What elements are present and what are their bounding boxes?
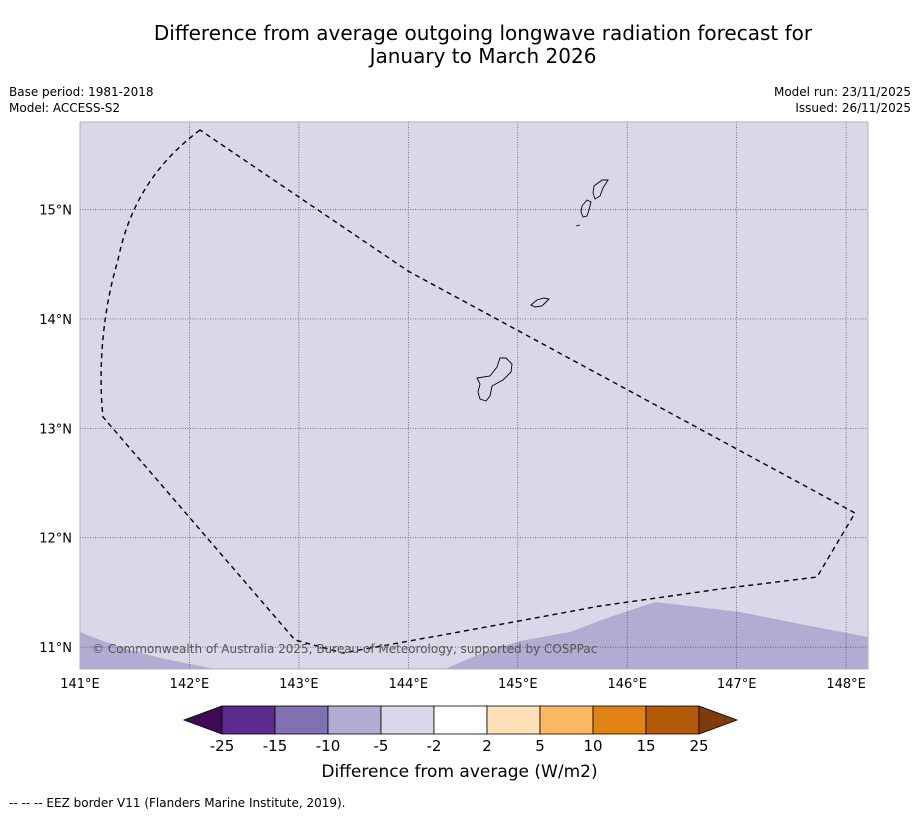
island-aguijan [575,224,581,227]
colorbar-segment [645,705,700,735]
colorbar-extend-high [698,705,739,735]
colorbar-tick-label: -5 [374,737,389,755]
lon-tick-label: 142°E [170,677,210,692]
anomaly-region-lower [80,602,868,669]
model-run: Model run: 23/11/2025 [773,85,911,99]
island-rota [530,297,550,308]
colorbar-label: Difference from average (W/m2) [321,762,598,782]
model-name: Model: ACCESS-S2 [9,101,121,115]
islands [476,179,609,402]
copyright-notice: © Commonwealth of Australia 2025, Bureau… [92,642,597,656]
meta-left: Base period: 1981-2018 Model: ACCESS-S2 [9,84,154,116]
lat-tick-label: 15°N [39,204,72,219]
colorbar-tick-label: 25 [689,737,708,755]
lat-tick-label: 11°N [39,641,72,656]
issued-date: Issued: 26/11/2025 [795,101,911,115]
footnote: -- -- -- EEZ border V11 (Flanders Marine… [9,796,346,810]
island-saipan [592,179,609,200]
lon-tick-label: 141°E [60,677,100,692]
colorbar-tick-label: 2 [482,737,492,755]
map-title: Difference from average outgoing longwav… [0,22,919,68]
base-period: Base period: 1981-2018 [9,85,154,99]
lon-tick-label: 148°E [826,677,866,692]
colorbar-tick-label: -10 [316,737,341,755]
lat-tick-label: 12°N [39,532,72,547]
colorbar-segment [486,705,541,735]
title-line-1: Difference from average outgoing longwav… [153,21,813,45]
lon-tick-label: 147°E [717,677,757,692]
colorbar-tick-label: 15 [636,737,655,755]
title-line-2: January to March 2026 [369,44,597,68]
lat-tick-labels: 15°N 14°N 13°N 12°N 11°N [39,204,72,657]
island-tinian [580,199,592,218]
colorbar-tick-label: -15 [263,737,288,755]
colorbar-segment [274,705,329,735]
colorbar-extend-low [182,705,223,735]
island-guam [476,357,513,402]
colorbar-tick-label: 10 [583,737,602,755]
colorbar-segment [327,705,382,735]
colorbar-segment [221,705,276,735]
colorbar-tick-label: -2 [427,737,442,755]
lon-tick-labels: 141°E 142°E 143°E 144°E 145°E 146°E 147°E 148°E [60,677,866,692]
lon-tick-label: 144°E [389,677,429,692]
lat-tick-label: 13°N [39,422,72,437]
colorbar-segment [433,705,488,735]
lon-tick-label: 145°E [498,677,538,692]
lat-tick-label: 14°N [39,313,72,328]
eez-border [100,129,856,654]
colorbar-segment [592,705,647,735]
colorbar-tick-label: -25 [210,737,235,755]
map-frame [79,121,869,670]
lon-tick-label: 143°E [279,677,319,692]
meta-right: Model run: 23/11/2025 Issued: 26/11/2025 [774,84,911,116]
lon-tick-label: 146°E [607,677,647,692]
colorbar-segment [539,705,594,735]
map-background [80,122,868,669]
colorbar-tick-label: 5 [535,737,545,755]
colorbar-segment [380,705,435,735]
colorbar: -25 -15 -10 -5 -2 2 5 10 15 25 [182,705,739,755]
